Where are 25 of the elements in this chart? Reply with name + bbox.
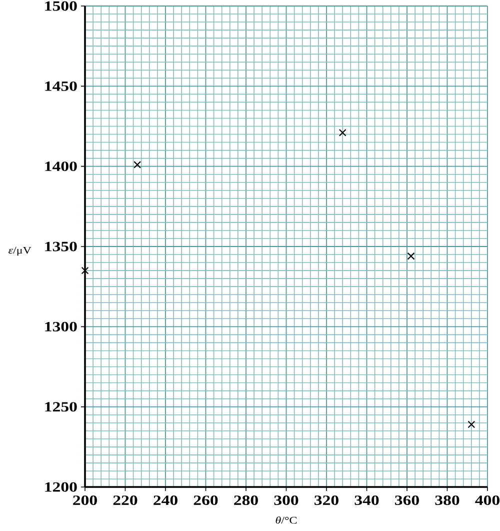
point [468,420,476,428]
y-tick-label: 1300 [45,322,77,332]
x-tick-label: 280 [234,496,258,505]
x-tick-label: 300 [274,496,298,505]
point [81,266,89,274]
y-tick-label: 1500 [45,1,77,11]
y-tick-label: 1250 [45,402,77,412]
x-tick-label: 340 [354,496,379,505]
x-tick-label: 360 [395,496,419,505]
x-tick-label: 220 [113,496,138,505]
point [338,128,346,136]
y-tick-label: 1200 [45,482,77,492]
x-axis-title: θ/°C [276,516,297,524]
y-tick-label: 1400 [45,162,77,172]
x-tick-label: 240 [154,496,178,505]
x-tick-label: 400 [475,496,500,505]
y-tick-label: 1450 [45,81,77,91]
x-tick-label: 260 [194,496,218,505]
y-axis-title: ε/μV [8,246,32,256]
x-tick-label: 380 [435,496,460,505]
x-tick-label: 200 [73,496,97,505]
x-tick-label: 320 [314,496,338,505]
y-tick-label: 1350 [45,242,77,252]
point [407,252,415,260]
point [134,161,142,168]
